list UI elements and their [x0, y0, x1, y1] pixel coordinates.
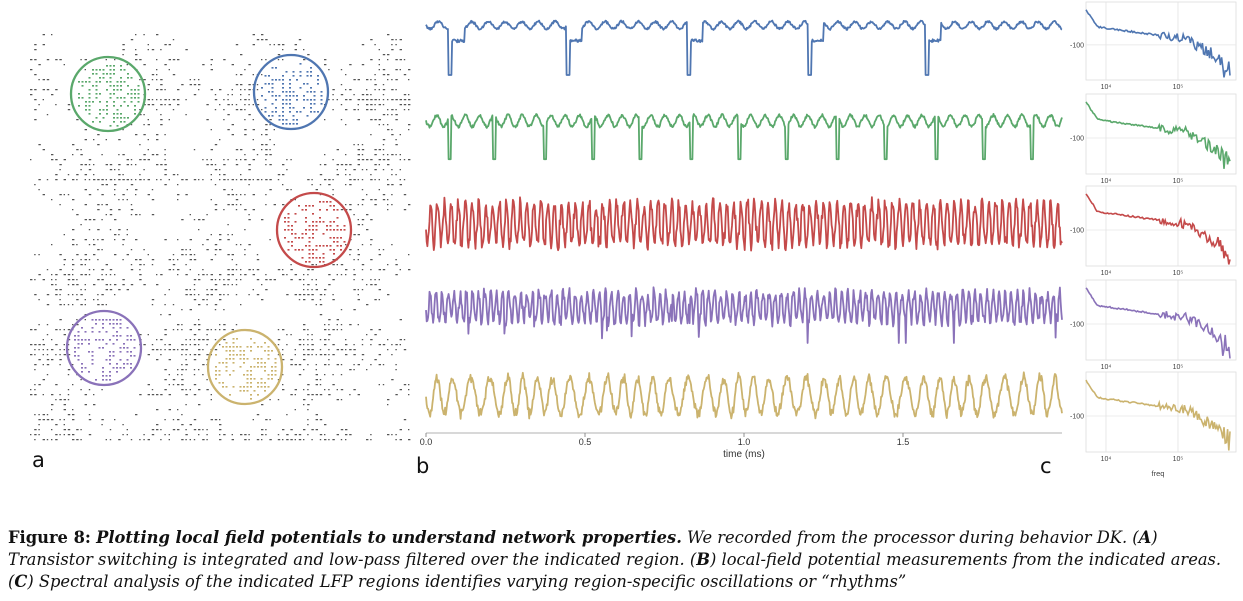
region-circle-gold — [206, 328, 284, 406]
freq-tick-label: 10⁴ — [1101, 364, 1112, 371]
power-tick-label: -100 — [1070, 228, 1084, 235]
power-tick-label: -100 — [1070, 136, 1084, 143]
freq-tick-label: 10⁵ — [1173, 456, 1184, 463]
spectrum-frame — [1085, 1, 1237, 81]
time-tick-label: 0.5 — [579, 437, 592, 447]
panel-b-lfp-traces: 0.0 0.5 1.0 1.5 time (ms) — [420, 19, 1063, 460]
figure-caption: Figure 8: Plotting local field potential… — [8, 527, 1236, 593]
caption-title: Plotting local field potentials to under… — [96, 528, 682, 547]
freq-tick-label: 10⁵ — [1173, 270, 1184, 277]
freq-tick-label: 10⁴ — [1101, 270, 1112, 277]
freq-tick-label: 10⁴ — [1101, 84, 1112, 91]
caption-body-4: ) Spectral analysis of the indicated LFP… — [27, 572, 907, 591]
lfp-trace-4 — [425, 286, 1063, 344]
spectrum-plot-3: 10⁴ 10⁵ -100 — [1070, 185, 1237, 277]
spectrum-frame — [1085, 371, 1237, 453]
caption-label: Figure 8: — [8, 528, 91, 547]
region-circle-purple — [65, 309, 143, 387]
spectrum-plot-1: 10⁴ 10⁵ -100 — [1070, 1, 1237, 91]
region-circle-blue-dots — [261, 63, 323, 125]
lfp-trace-3 — [425, 196, 1063, 252]
freq-tick-label: 10⁴ — [1101, 456, 1112, 463]
caption-body-3: ) local-field potential measurements fro… — [8, 550, 1222, 591]
panel-label-a: a — [32, 448, 45, 472]
caption-ref-a: A — [1138, 528, 1152, 547]
spectrum-curve-4 — [1085, 287, 1231, 359]
caption-body-1: We recorded from the processor during be… — [681, 528, 1139, 547]
spectrum-curve-3 — [1085, 193, 1231, 265]
time-tick-label: 1.5 — [897, 437, 910, 447]
spectrum-curve-1 — [1085, 9, 1231, 78]
time-tick-label: 0.0 — [420, 437, 433, 447]
power-tick-label: -100 — [1070, 414, 1084, 421]
spectrum-frame — [1085, 93, 1237, 175]
freq-tick-label: 10⁵ — [1173, 84, 1184, 91]
lfp-trace-1 — [425, 19, 1063, 76]
panel-label-b: b — [416, 454, 430, 478]
panel-label-c: c — [1040, 454, 1052, 478]
spectrum-curve-2 — [1085, 101, 1231, 169]
spectrum-curve-5 — [1085, 379, 1231, 451]
region-circle-blue — [252, 53, 330, 131]
region-circle-purple-dots — [74, 319, 136, 381]
power-tick-label: -100 — [1070, 42, 1084, 49]
spectrum-plot-5: 10⁴ 10⁵ -100 — [1070, 371, 1237, 463]
time-axis-label: time (ms) — [723, 449, 765, 460]
freq-axis-label: freq — [1152, 469, 1165, 478]
lfp-trace-2 — [425, 113, 1063, 161]
spectrum-frame — [1085, 279, 1237, 361]
caption-body-2: ) Transistor switching is integrated and… — [8, 528, 1158, 569]
power-tick-label: -100 — [1070, 322, 1084, 329]
caption-ref-b: B — [696, 550, 710, 569]
panel-a-transistor-map — [30, 34, 411, 441]
transistor-dots — [30, 34, 411, 441]
region-circle-red-dots — [284, 201, 346, 263]
region-circle-gold-dots — [215, 338, 277, 400]
region-circle-green — [69, 55, 147, 133]
lfp-trace-5 — [425, 371, 1063, 420]
region-circle-green-dots — [78, 65, 140, 127]
freq-tick-label: 10⁴ — [1101, 178, 1112, 185]
spectrum-frame — [1085, 185, 1237, 267]
figure-8: 0.0 0.5 1.0 1.5 time (ms) 10⁴ 10⁵ -100 10⁴ 10⁵ -1… — [30, 1, 1237, 478]
panel-c-spectra: 10⁴ 10⁵ -100 10⁴ 10⁵ -100 10⁴ 10⁵ -100 10⁴ 10⁵ -100… — [1070, 1, 1237, 478]
freq-tick-label: 10⁵ — [1173, 364, 1184, 371]
freq-tick-label: 10⁵ — [1173, 178, 1184, 185]
spectrum-plot-4: 10⁴ 10⁵ -100 — [1070, 279, 1237, 371]
time-tick-label: 1.0 — [738, 437, 751, 447]
region-circle-red — [275, 191, 353, 269]
caption-ref-c: C — [14, 572, 28, 591]
spectrum-plot-2: 10⁴ 10⁵ -100 — [1070, 93, 1237, 185]
